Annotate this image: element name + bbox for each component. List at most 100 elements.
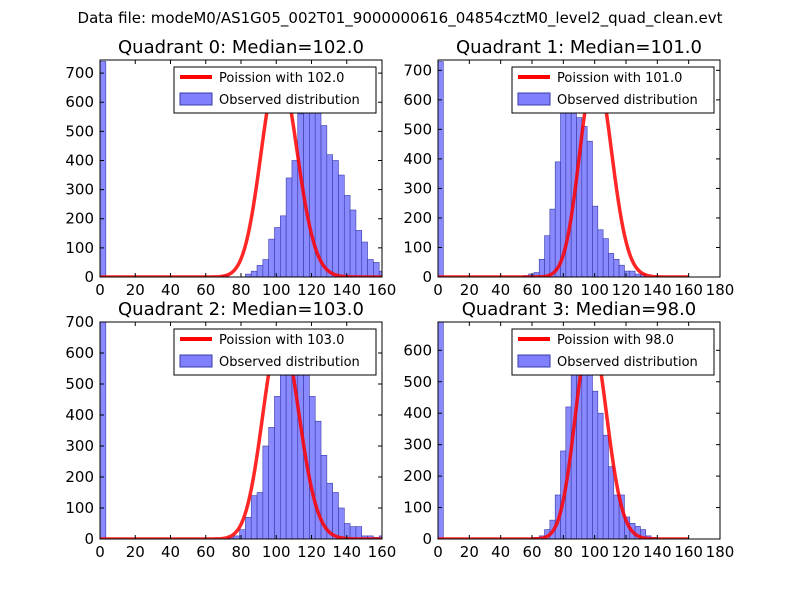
x-tick-label: 20 bbox=[460, 281, 479, 299]
x-tick-label: 100 bbox=[580, 543, 609, 561]
histogram-bar bbox=[355, 230, 363, 277]
y-tick-label: 400 bbox=[65, 151, 94, 169]
histogram-bar bbox=[602, 434, 609, 539]
y-tick-label: 0 bbox=[422, 530, 432, 548]
y-tick-label: 300 bbox=[65, 437, 94, 455]
y-tick-label: 0 bbox=[422, 268, 432, 286]
y-tick-label: 200 bbox=[65, 468, 94, 486]
axes-frame bbox=[437, 59, 721, 278]
x-tick-label: 80 bbox=[231, 281, 250, 299]
legend-bar-swatch bbox=[179, 354, 213, 368]
histogram-bar bbox=[367, 259, 374, 277]
legend-observed-label: Observed distribution bbox=[219, 93, 360, 108]
y-tick-label: 300 bbox=[403, 179, 432, 197]
histogram-bar bbox=[338, 507, 345, 539]
quadrant-2-title: Quadrant 2: Median=103.0 bbox=[118, 299, 364, 320]
histogram-bar bbox=[280, 361, 287, 539]
histogram-bar bbox=[332, 492, 339, 539]
histogram-bar bbox=[280, 215, 287, 277]
quadrant-1-legend: Poission with 101.0 Observed distributio… bbox=[511, 66, 715, 114]
quadrant-0-title: Quadrant 0: Median=102.0 bbox=[118, 37, 364, 58]
y-tick-label: 700 bbox=[65, 64, 94, 82]
histogram-bar bbox=[268, 427, 275, 539]
histogram-bar bbox=[326, 154, 333, 277]
quadrant-0-chart: Quadrant 0: Median=102.0 0 20 40 60 80 100 120… bbox=[65, 37, 403, 299]
histogram-bar bbox=[438, 61, 444, 277]
x-tick-label: 140 bbox=[643, 543, 672, 561]
quadrant-3-legend: Poission with 98.0 Observed distribution bbox=[511, 328, 715, 376]
y-tick-label: 500 bbox=[65, 375, 94, 393]
histogram-bar bbox=[332, 160, 339, 277]
quadrant-1-title: Quadrant 1: Median=101.0 bbox=[456, 37, 702, 58]
histogram-bar bbox=[592, 205, 599, 277]
histogram-bar bbox=[586, 140, 593, 277]
y-tick-label: 600 bbox=[403, 91, 432, 109]
y-tick-label: 600 bbox=[65, 344, 94, 362]
histogram-bar bbox=[592, 390, 599, 539]
histogram-bar bbox=[602, 238, 609, 277]
histogram-bar bbox=[361, 241, 368, 277]
x-tick-label: 40 bbox=[161, 281, 180, 299]
x-tick-label: 60 bbox=[522, 543, 541, 561]
histogram-bar bbox=[285, 355, 293, 539]
histogram-bar bbox=[608, 253, 615, 277]
histogram-bar bbox=[291, 160, 299, 277]
x-tick-label: 160 bbox=[674, 281, 703, 299]
y-tick-label: 100 bbox=[65, 499, 94, 517]
histogram-bar bbox=[343, 195, 351, 277]
figure-title: Data file: modeM0/AS1G05_002T01_90000006… bbox=[78, 9, 723, 28]
quadrant-1-chart: Quadrant 1: Median=101.0 0 20 40 60 80 100 120… bbox=[403, 37, 734, 299]
x-tick-label: 160 bbox=[368, 281, 397, 299]
histogram-bar bbox=[256, 265, 264, 277]
x-tick-label: 120 bbox=[612, 543, 641, 561]
histogram-bar bbox=[640, 529, 647, 539]
histogram-bar bbox=[544, 235, 551, 277]
histogram-bar bbox=[391, 274, 397, 277]
y-tick-label: 500 bbox=[403, 120, 432, 138]
x-tick-label: 80 bbox=[231, 543, 250, 561]
x-tick-label: 0 bbox=[95, 281, 105, 299]
x-tick-label: 100 bbox=[262, 281, 291, 299]
histogram-bar bbox=[373, 262, 380, 277]
poisson-curve bbox=[438, 67, 689, 277]
y-tick-label: 400 bbox=[65, 406, 94, 424]
x-tick-label: 80 bbox=[554, 281, 573, 299]
y-tick-label: 100 bbox=[403, 499, 432, 517]
x-tick-label: 40 bbox=[491, 281, 510, 299]
histogram-bar bbox=[581, 126, 588, 277]
x-tick-label: 20 bbox=[126, 543, 145, 561]
histogram-bar bbox=[397, 276, 403, 277]
histogram-bar bbox=[250, 495, 258, 539]
x-tick-label: 60 bbox=[522, 281, 541, 299]
y-tick-label: 400 bbox=[403, 150, 432, 168]
histogram-bar bbox=[309, 396, 316, 539]
legend-observed-label: Observed distribution bbox=[557, 93, 698, 108]
x-tick-label: 160 bbox=[674, 543, 703, 561]
histogram-bar bbox=[355, 526, 363, 539]
histogram-bar bbox=[618, 264, 625, 277]
poisson-curve bbox=[438, 331, 689, 539]
y-tick-label: 200 bbox=[65, 210, 94, 228]
histogram-bar bbox=[624, 270, 631, 277]
legend-bar-swatch bbox=[179, 92, 213, 106]
legend-bar-swatch bbox=[517, 92, 551, 106]
y-tick-label: 500 bbox=[403, 373, 432, 391]
histogram-bar bbox=[378, 270, 382, 277]
x-tick-label: 60 bbox=[196, 543, 215, 561]
x-tick-label: 140 bbox=[643, 281, 672, 299]
y-tick-label: 400 bbox=[403, 404, 432, 422]
poisson-curve bbox=[100, 66, 382, 277]
x-tick-label: 140 bbox=[332, 543, 361, 561]
histogram-bar bbox=[613, 258, 620, 277]
histogram-bar bbox=[320, 125, 328, 277]
y-tick-label: 700 bbox=[403, 61, 432, 79]
histogram-bar bbox=[268, 238, 275, 277]
histogram-bar bbox=[597, 412, 604, 539]
legend-poisson-label: Poission with 102.0 bbox=[219, 71, 344, 86]
quadrant-3-chart: Quadrant 3: Median=98.0 0 20 40 60 80 100 120 1… bbox=[403, 299, 734, 561]
histogram-bar bbox=[629, 270, 636, 277]
y-tick-label: 600 bbox=[403, 341, 432, 359]
histogram-bar bbox=[262, 259, 269, 277]
quadrant-2-chart: Quadrant 2: Median=103.0 0 20 40 60 80 100 120… bbox=[65, 299, 396, 561]
y-tick-label: 100 bbox=[403, 238, 432, 256]
